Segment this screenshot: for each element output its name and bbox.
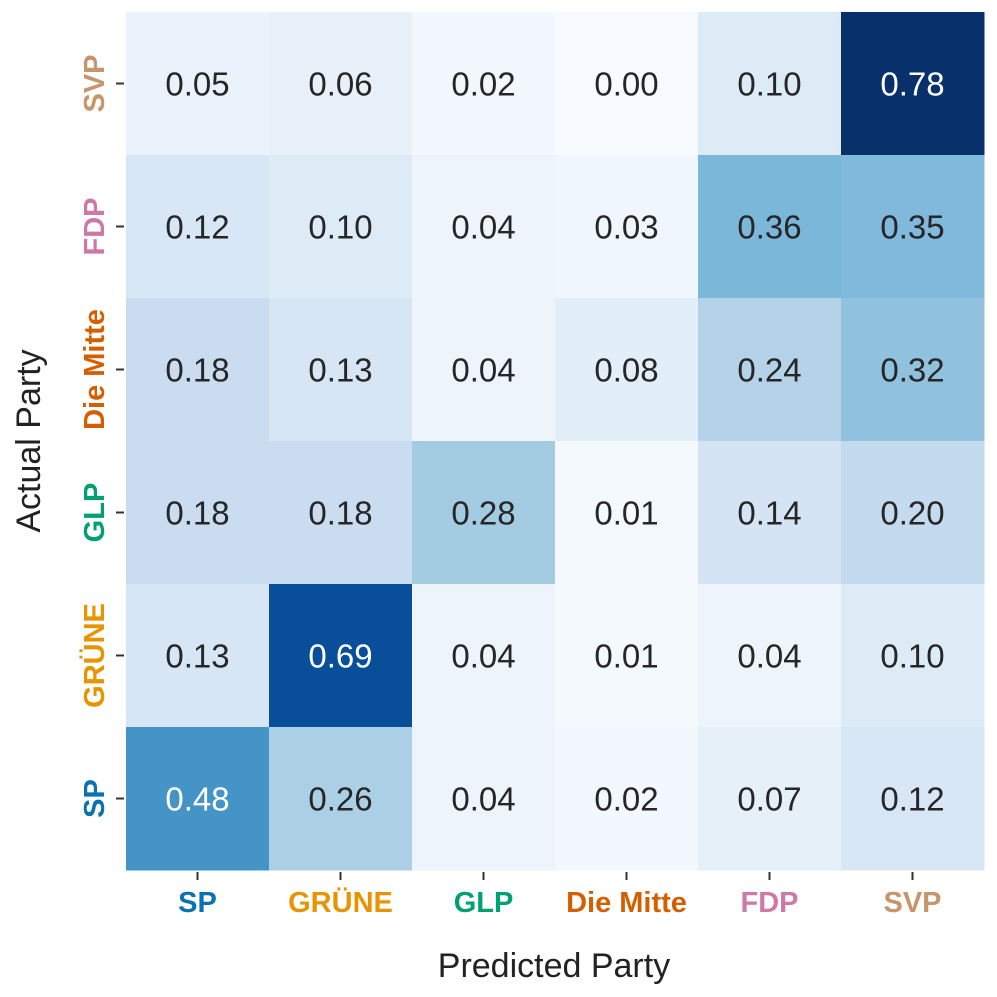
heatmap-cell [555,155,699,299]
x-tick-label: SP [178,887,217,919]
cell-value-label: 0.28 [451,495,515,532]
heatmap-cell [269,727,413,871]
heatmap-cell [841,584,985,728]
heatmap-cell [555,727,699,871]
heatmap-cells [126,12,985,871]
heatmap-cell [698,727,842,871]
heatmap-cell [698,12,842,156]
cell-value-label: 0.18 [165,495,229,532]
heatmap-cell [412,584,556,728]
cell-value-label: 0.04 [451,352,515,389]
heatmap-cell [126,441,270,585]
heatmap-cell [698,441,842,585]
cell-value-label: 0.06 [308,66,372,103]
cell-value-label: 0.07 [737,781,801,818]
cell-value-label: 0.01 [594,638,658,675]
heatmap-cell [126,584,270,728]
heatmap-cell [412,12,556,156]
heatmap-cell [412,441,556,585]
cell-value-label: 0.10 [737,66,801,103]
heatmap-cell [698,584,842,728]
cell-value-label: 0.04 [451,638,515,675]
cell-value-label: 0.01 [594,495,658,532]
x-axis-label: Predicted Party [438,947,670,985]
cell-value-label: 0.13 [308,352,372,389]
heatmap-cell [269,155,413,299]
cell-value-label: 0.32 [880,352,944,389]
cell-value-label: 0.08 [594,352,658,389]
cell-value-label: 0.04 [451,209,515,246]
y-tick-label: Die Mitte [79,309,111,430]
cell-value-label: 0.04 [737,638,801,675]
cell-value-label: 0.00 [594,66,658,103]
heatmap-cell [555,298,699,442]
cell-value-label: 0.36 [737,209,801,246]
heatmap-cell [269,298,413,442]
x-tick-label: Die Mitte [566,887,687,919]
cell-value-label: 0.35 [880,209,944,246]
cell-value-label: 0.14 [737,495,801,532]
heatmap-cell-labels: 0.05 0.06 0.02 0.00 0.10 0.78 0.12 0.10 0.04 0.03… [165,66,944,818]
cell-value-label: 0.24 [737,352,801,389]
heatmap-cell [126,12,270,156]
heatmap-cell [269,441,413,585]
cell-value-label: 0.18 [165,352,229,389]
y-tick-label: SP [79,779,111,818]
heatmap-cell [269,584,413,728]
cell-value-label: 0.26 [308,781,372,818]
y-axis-label: Actual Party [10,349,48,532]
heatmap-cell [412,298,556,442]
x-tick-label: SVP [883,887,941,919]
heatmap-cell [269,12,413,156]
cell-value-label: 0.48 [165,781,229,818]
cell-value-label: 0.02 [451,66,515,103]
x-tick-label: GRÜNE [288,886,393,919]
y-tick-label: GRÜNE [78,603,111,708]
x-axis-ticks: SP GRÜNE GLP Die Mitte FDP SVP [178,872,942,919]
cell-value-label: 0.02 [594,781,658,818]
heatmap-cell [841,441,985,585]
y-tick-label: GLP [79,483,111,543]
heatmap-cell [555,441,699,585]
cell-value-label: 0.03 [594,209,658,246]
cell-value-label: 0.10 [880,638,944,675]
heatmap-cell [841,298,985,442]
cell-value-label: 0.12 [880,781,944,818]
heatmap-cell [412,727,556,871]
cell-value-label: 0.20 [880,495,944,532]
cell-value-label: 0.69 [308,638,372,675]
cell-value-label: 0.10 [308,209,372,246]
cell-value-label: 0.12 [165,209,229,246]
cell-value-label: 0.78 [880,66,944,103]
heatmap-cell [555,584,699,728]
y-axis-ticks: SVP FDP Die Mitte GLP GRÜNE SP [78,54,124,818]
heatmap-cell [841,12,985,156]
heatmap-cell [841,155,985,299]
heatmap-cell [698,155,842,299]
heatmap-cell [412,155,556,299]
heatmap-cell [555,12,699,156]
cell-value-label: 0.04 [451,781,515,818]
heatmap-cell [126,298,270,442]
cell-value-label: 0.18 [308,495,372,532]
y-tick-label: FDP [79,198,111,256]
heatmap-cell [126,155,270,299]
heatmap-cell [698,298,842,442]
cell-value-label: 0.05 [165,66,229,103]
x-tick-label: FDP [741,887,799,919]
x-tick-label: GLP [454,887,514,919]
y-tick-label: SVP [79,54,111,112]
heatmap-cell [841,727,985,871]
cell-value-label: 0.13 [165,638,229,675]
heatmap-cell [126,727,270,871]
